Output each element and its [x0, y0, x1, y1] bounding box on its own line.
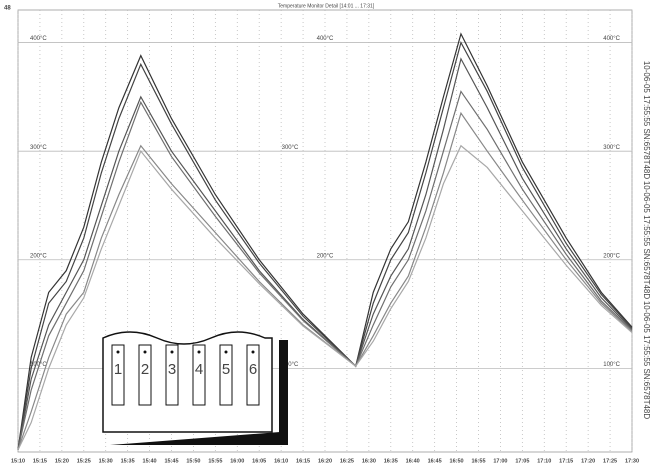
x-tick-label: 16:25 — [340, 458, 354, 464]
x-tick-label: 15:45 — [164, 458, 178, 464]
x-tick-label: 17:05 — [515, 458, 529, 464]
x-tick-label: 16:00 — [230, 458, 244, 464]
x-tick-label: 17:30 — [625, 458, 639, 464]
x-tick-label: 15:50 — [186, 458, 200, 464]
x-tick-label: 16:45 — [428, 458, 442, 464]
y-tick-label: 300°C — [603, 145, 620, 151]
sensor-dot — [252, 351, 255, 354]
stamp: 10-06-05 17:55:55 SN:6578T48D — [642, 301, 651, 420]
sensor-dot — [225, 351, 228, 354]
x-tick-label: 16:05 — [252, 458, 266, 464]
stamp: 10-06-05 17:55:55 SN:6578T48D — [642, 181, 651, 300]
y-tick-label: 300°C — [282, 145, 299, 151]
y-tick-label: 200°C — [30, 253, 47, 259]
sensor-label: 6 — [249, 361, 257, 378]
y-tick-label: 100°C — [603, 362, 620, 368]
sensor-dot — [171, 351, 174, 354]
y-tick-label: 200°C — [317, 253, 334, 259]
sensor-dot — [198, 351, 201, 354]
sensor-label: 3 — [168, 361, 176, 378]
y-tick-label: 400°C — [317, 36, 334, 42]
background — [0, 0, 652, 467]
stamp: 10-06-05 17:55:55 SN:6578T48D — [642, 61, 651, 180]
chart-title: Temperature Monitor Detail [14:01 ... 17… — [278, 3, 375, 9]
x-tick-label: 17:25 — [603, 458, 617, 464]
x-tick-label: 15:20 — [55, 458, 69, 464]
x-tick-label: 16:15 — [296, 458, 310, 464]
x-tick-label: 16:20 — [318, 458, 332, 464]
y-tick-label: 300°C — [30, 145, 47, 151]
x-tick-label: 15:35 — [121, 458, 135, 464]
x-tick-label: 15:10 — [11, 458, 25, 464]
sensor-dot — [117, 351, 120, 354]
x-tick-label: 16:30 — [362, 458, 376, 464]
diagram-shadow — [279, 340, 288, 445]
x-tick-label: 15:15 — [33, 458, 47, 464]
x-tick-label: 16:55 — [471, 458, 485, 464]
y-tick-label: 200°C — [603, 253, 620, 259]
x-tick-label: 15:30 — [99, 458, 113, 464]
x-tick-label: 16:50 — [450, 458, 464, 464]
x-tick-label: 17:00 — [493, 458, 507, 464]
x-tick-label: 17:15 — [559, 458, 573, 464]
x-tick-label: 15:40 — [143, 458, 157, 464]
y-tick-label: 400°C — [30, 36, 47, 42]
sensor-label: 5 — [222, 361, 230, 378]
x-tick-label: 17:20 — [581, 458, 595, 464]
sensor-label: 2 — [141, 361, 149, 378]
sensor-diagram: 1 2 3 4 5 6 — [103, 332, 288, 445]
x-tick-label: 16:40 — [406, 458, 420, 464]
sensor-label: 4 — [195, 361, 203, 378]
chart: Temperature Monitor Detail [14:01 ... 17… — [0, 0, 652, 467]
x-tick-label: 15:55 — [208, 458, 222, 464]
corner-label: 48 — [4, 6, 11, 12]
x-tick-label: 17:10 — [537, 458, 551, 464]
x-tick-label: 16:35 — [384, 458, 398, 464]
sensor-dot — [144, 351, 147, 354]
sensor-label: 1 — [114, 361, 122, 378]
x-tick-label: 15:25 — [77, 458, 91, 464]
x-tick-label: 16:10 — [274, 458, 288, 464]
y-tick-label: 400°C — [603, 36, 620, 42]
